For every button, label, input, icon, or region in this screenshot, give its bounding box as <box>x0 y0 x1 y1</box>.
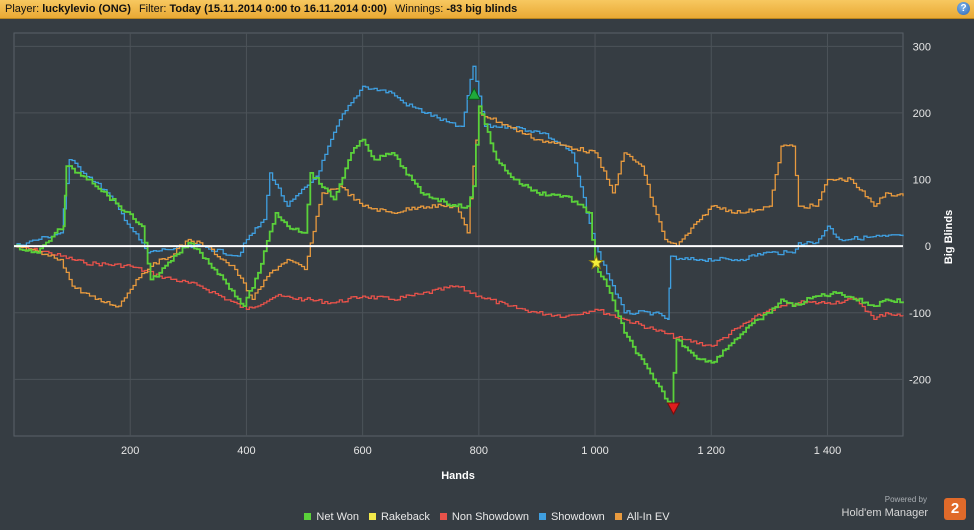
series-non-showdown <box>14 245 904 347</box>
y-tick-label: 0 <box>925 241 931 253</box>
legend-swatch <box>439 512 447 520</box>
winnings-value: -83 big blinds <box>446 3 518 15</box>
legend-item[interactable]: Showdown <box>538 511 605 523</box>
markers-layer <box>467 87 681 416</box>
logo-icon: 2 <box>944 498 966 520</box>
x-axis: 200 400 600 800 1 000 1 200 1 400 <box>121 445 841 457</box>
x-tick-label: 200 <box>121 445 139 457</box>
legend: Net Won Rakeback Non Showdown Showdown All-I… <box>0 511 974 523</box>
x-tick-label: 1 200 <box>697 445 725 457</box>
x-tick-label: 600 <box>353 445 371 457</box>
legend-item[interactable]: All-In EV <box>614 511 670 523</box>
legend-swatch <box>614 512 622 520</box>
y-axis: 300 200 100 0 -100 -200 <box>909 41 931 386</box>
x-tick-label: 400 <box>237 445 255 457</box>
x-tick-label: 1 400 <box>814 445 842 457</box>
legend-label: Non Showdown <box>451 511 529 523</box>
series-net-won <box>14 105 904 407</box>
graph-chart: 200 400 600 800 1 000 1 200 1 400 3002001000-1… <box>13 32 955 482</box>
filter-value: Today (15.11.2014 0:00 to 16.11.2014 0:0… <box>169 3 387 15</box>
y-tick-label: 100 <box>913 175 931 187</box>
series-layer <box>14 65 904 407</box>
series-all-in-ev <box>14 112 904 308</box>
legend-label: Net Won <box>316 511 359 523</box>
legend-swatch <box>368 512 376 520</box>
legend-item[interactable]: Non Showdown <box>439 511 529 523</box>
legend-swatch <box>538 512 546 520</box>
y-axis-title: Big Blinds <box>943 210 955 264</box>
min-marker-icon <box>666 402 681 416</box>
y-tick-label: 200 <box>913 108 931 120</box>
legend-label: Showdown <box>550 511 605 523</box>
legend-label: All-In EV <box>626 511 670 523</box>
help-icon[interactable]: ? <box>957 2 970 15</box>
plot-frame <box>13 32 904 437</box>
filter-bar: Player: luckylevio (ONG) Filter: Today (15… <box>0 0 974 19</box>
x-tick-label: 800 <box>470 445 488 457</box>
x-tick-label: 1 000 <box>581 445 609 457</box>
legend-label: Rakeback <box>380 511 430 523</box>
x-axis-title: Hands <box>441 470 475 482</box>
max-marker-icon <box>467 87 482 100</box>
rakeback-star-icon <box>588 254 605 270</box>
grid <box>13 32 904 437</box>
player-label: Player: <box>5 3 40 15</box>
y-tick-label: -100 <box>909 308 931 320</box>
series-showdown <box>14 65 904 321</box>
legend-swatch <box>304 512 312 520</box>
branding: Powered by Hold'em Manager 2 <box>836 495 966 524</box>
player-value: luckylevio (ONG) <box>42 3 131 15</box>
product-name: Hold'em Manager <box>841 507 928 519</box>
powered-by-text: Powered by <box>884 495 927 504</box>
winnings-label: Winnings: <box>395 3 444 15</box>
legend-item[interactable]: Net Won <box>304 511 359 523</box>
y-tick-label: 300 <box>913 41 931 53</box>
legend-item[interactable]: Rakeback <box>368 511 430 523</box>
y-tick-label: -200 <box>909 374 931 386</box>
filter-label: Filter: <box>138 3 167 15</box>
